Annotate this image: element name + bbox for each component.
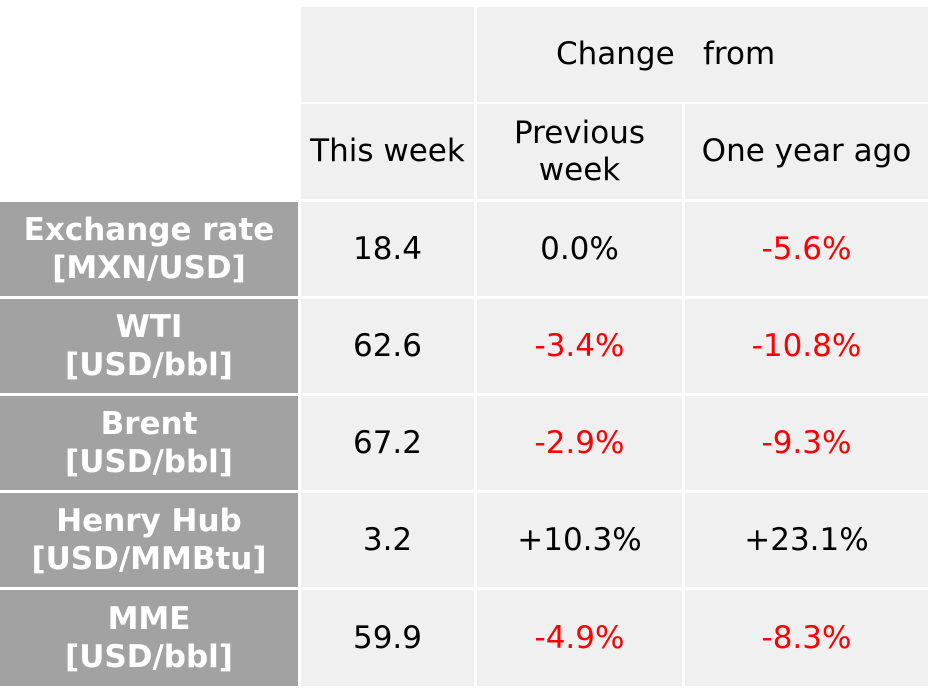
- header-previous-week: Previous week: [477, 104, 682, 199]
- value-text: -4.9%: [534, 620, 625, 656]
- row-label-brent: Brent [USD/bbl]: [0, 396, 298, 490]
- table-cell-this-week: 62.6: [301, 299, 474, 393]
- value-text: -2.9%: [534, 425, 625, 461]
- table-cell-this-week: 59.9: [301, 590, 474, 686]
- value-text: 59.9: [352, 620, 423, 656]
- table-cell-year-ago: -8.3%: [685, 590, 928, 686]
- row-label-line1: Exchange rate: [23, 212, 275, 248]
- value-text: 62.6: [352, 328, 423, 364]
- value-text: +23.1%: [744, 522, 869, 558]
- value-text: -9.3%: [761, 425, 852, 461]
- table-cell-year-ago: -9.3%: [685, 396, 928, 490]
- value-text: -3.4%: [534, 328, 625, 364]
- table-cell-prev-week: -4.9%: [477, 590, 682, 686]
- value-text: -10.8%: [751, 328, 862, 364]
- table-cell-this-week: 18.4: [301, 202, 474, 296]
- row-label-mme: MME [USD/bbl]: [0, 590, 298, 686]
- row-label-line2: [MXN/USD]: [52, 250, 246, 286]
- value-text: 0.0%: [540, 231, 619, 267]
- table-cell-prev-week: 0.0%: [477, 202, 682, 296]
- value-text: 18.4: [352, 231, 423, 267]
- this-week-label: This week: [310, 133, 465, 169]
- row-label-line1: Brent: [100, 406, 198, 442]
- value-text: +10.3%: [517, 522, 642, 558]
- table-cell-year-ago: +23.1%: [685, 493, 928, 587]
- value-text: 67.2: [352, 425, 423, 461]
- table-cell-prev-week: +10.3%: [477, 493, 682, 587]
- row-label-line1: Henry Hub: [56, 503, 242, 539]
- row-label-exchange-rate: Exchange rate [MXN/USD]: [0, 202, 298, 296]
- table-cell-year-ago: -10.8%: [685, 299, 928, 393]
- row-label-line2: [USD/bbl]: [65, 639, 233, 675]
- row-label-line2: [USD/bbl]: [65, 347, 233, 383]
- table-cell-this-week: 3.2: [301, 493, 474, 587]
- table-cell-prev-week: -2.9%: [477, 396, 682, 490]
- row-label-line1: MME: [107, 601, 191, 637]
- change-word: Change: [556, 36, 675, 72]
- header-one-year-ago: One year ago: [685, 104, 928, 199]
- header-blank-top: [301, 7, 474, 102]
- table-cell-prev-week: -3.4%: [477, 299, 682, 393]
- value-text: -5.6%: [761, 231, 852, 267]
- value-text: 3.2: [362, 522, 413, 558]
- previous-week-label-line2: week: [538, 151, 621, 188]
- table-cell-this-week: 67.2: [301, 396, 474, 490]
- previous-week-label-line1: Previous: [513, 114, 645, 151]
- row-label-line1: WTI: [115, 309, 183, 345]
- from-word: from: [703, 36, 776, 72]
- value-text: -8.3%: [761, 620, 852, 656]
- one-year-ago-label: One year ago: [701, 133, 912, 169]
- row-label-line2: [USD/MMBtu]: [31, 541, 267, 577]
- header-this-week: This week: [301, 104, 474, 199]
- change-from-header: Change from: [477, 7, 928, 102]
- row-label-henry-hub: Henry Hub [USD/MMBtu]: [0, 493, 298, 587]
- row-label-line2: [USD/bbl]: [65, 444, 233, 480]
- row-label-wti: WTI [USD/bbl]: [0, 299, 298, 393]
- table-cell-year-ago: -5.6%: [685, 202, 928, 296]
